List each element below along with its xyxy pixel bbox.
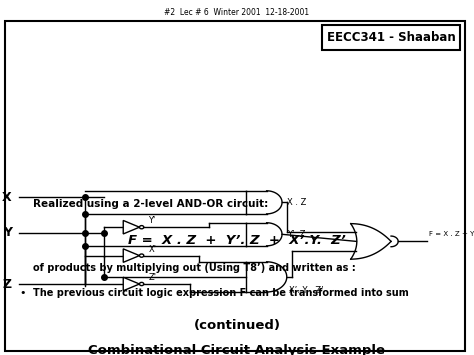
Text: Realized using a 2-level AND-OR circuit:: Realized using a 2-level AND-OR circuit: <box>33 199 268 209</box>
Text: #2  Lec # 6  Winter 2001  12-18-2001: #2 Lec # 6 Winter 2001 12-18-2001 <box>164 8 310 17</box>
Text: Y’. Z: Y’. Z <box>287 230 305 239</box>
Text: X: X <box>2 191 12 203</box>
Text: F =  X . Z  +  Y’. Z  +  X’.Y.  Z’: F = X . Z + Y’. Z + X’.Y. Z’ <box>128 234 346 247</box>
Text: Z: Z <box>3 278 12 290</box>
Text: (continued): (continued) <box>193 320 281 333</box>
Text: X . Z: X . Z <box>287 198 306 207</box>
Text: Y': Y' <box>148 217 156 225</box>
FancyBboxPatch shape <box>322 25 460 50</box>
Text: X’. Y . Z’: X’. Y . Z’ <box>289 286 324 295</box>
Polygon shape <box>123 249 139 262</box>
Text: Z': Z' <box>148 273 156 282</box>
Polygon shape <box>123 277 139 291</box>
Polygon shape <box>246 223 282 246</box>
Text: Combinational Circuit Analysis Example: Combinational Circuit Analysis Example <box>89 344 385 355</box>
Polygon shape <box>246 262 287 292</box>
Polygon shape <box>123 220 139 234</box>
Polygon shape <box>246 191 282 214</box>
Polygon shape <box>351 224 391 259</box>
Text: of products by multiplying out (Using T8’) and written as :: of products by multiplying out (Using T8… <box>33 263 356 273</box>
Circle shape <box>139 225 144 229</box>
Text: F = X . Z + Y’. Z + X’.Y. Z’: F = X . Z + Y’. Z + X’.Y. Z’ <box>429 231 474 237</box>
Circle shape <box>139 282 144 286</box>
Text: X': X' <box>148 245 156 254</box>
Circle shape <box>139 254 144 257</box>
Text: •: • <box>19 288 26 297</box>
Text: Y: Y <box>3 226 12 239</box>
Text: The previous circuit logic expression F can be transformed into sum: The previous circuit logic expression F … <box>33 288 409 297</box>
Text: EECC341 - Shaaban: EECC341 - Shaaban <box>327 31 456 44</box>
FancyBboxPatch shape <box>5 21 465 351</box>
